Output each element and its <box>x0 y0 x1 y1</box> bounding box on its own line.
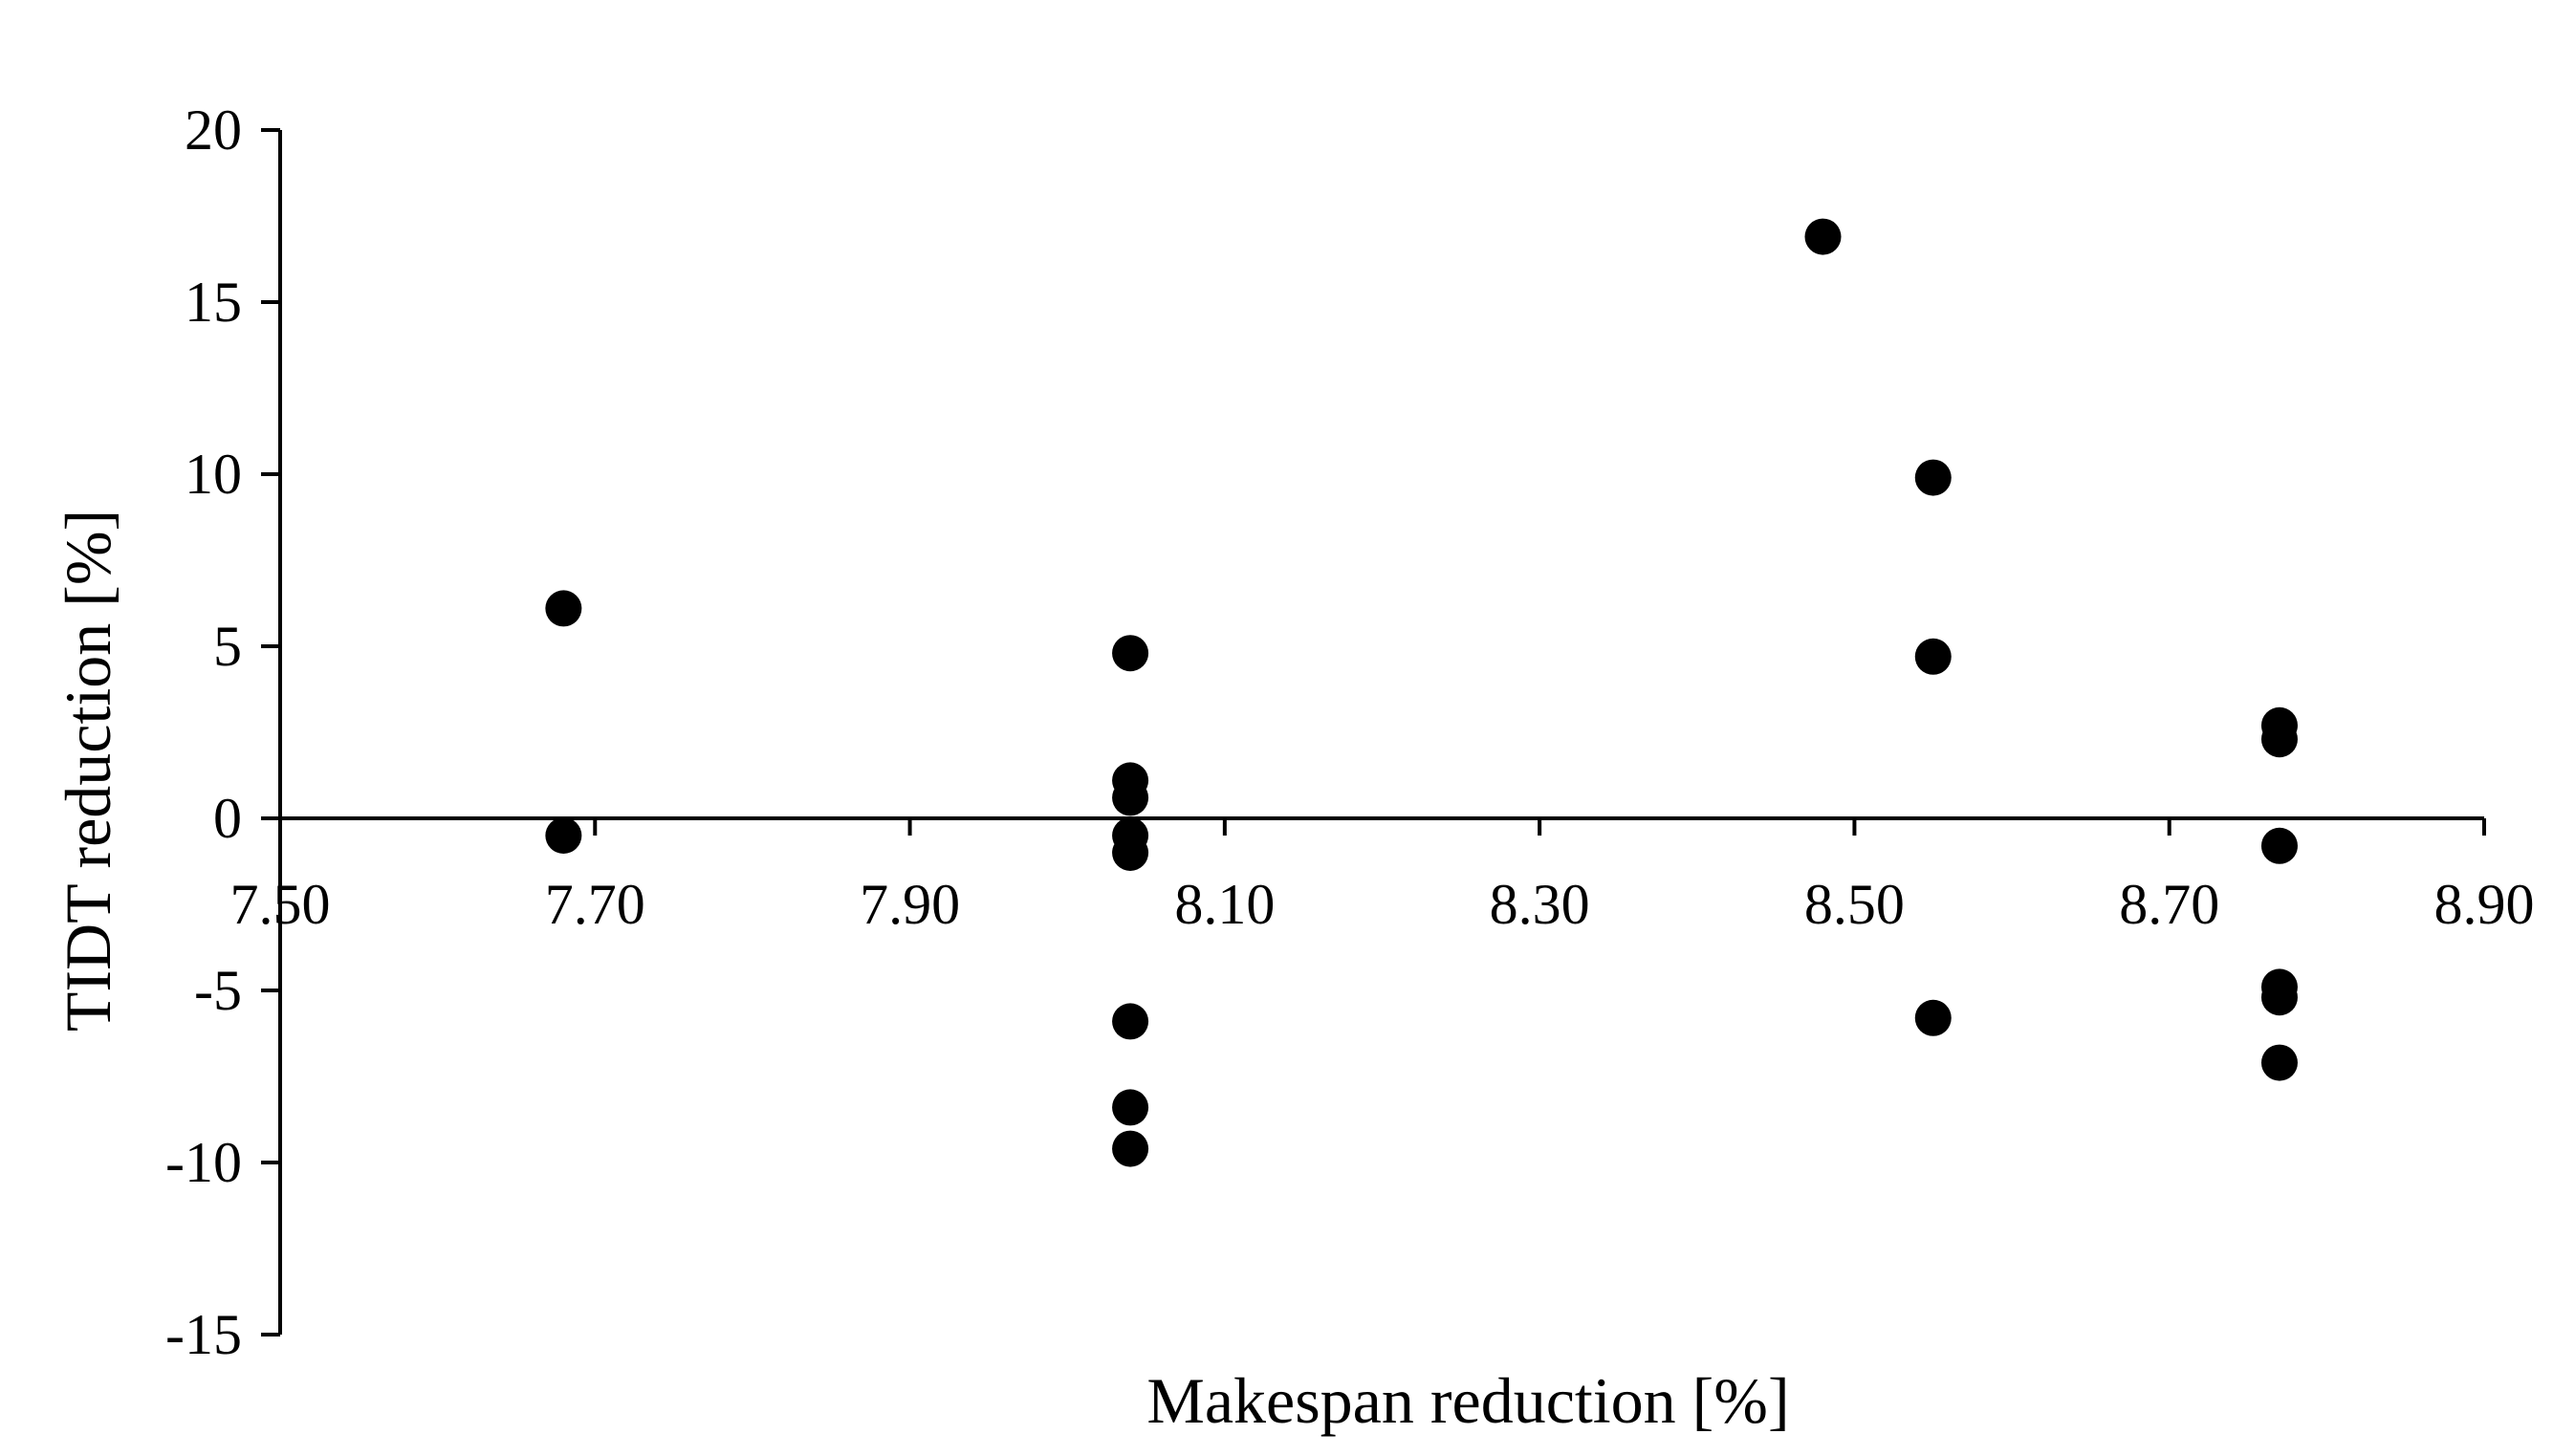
data-point <box>1112 1003 1149 1040</box>
data-point <box>545 590 582 627</box>
data-point <box>1112 1130 1149 1167</box>
x-tick-label: 7.50 <box>230 873 331 936</box>
data-point <box>1914 459 1952 496</box>
x-tick-label: 8.90 <box>2434 873 2535 936</box>
data-point <box>2260 721 2298 758</box>
data-point <box>545 817 582 854</box>
data-point <box>1914 638 1952 675</box>
data-point <box>1112 779 1149 816</box>
tick-labels: 20 15 10 5 0 -5 -10 -15 7.50 7.70 7.90 8.10 8.30 8.50… <box>165 98 2534 1366</box>
x-tick-label: 8.10 <box>1174 873 1275 936</box>
data-point <box>1112 1089 1149 1126</box>
data-point <box>2260 827 2298 864</box>
x-tick-label: 7.70 <box>545 873 645 936</box>
y-tick-label: -15 <box>165 1303 242 1366</box>
data-point <box>1804 218 1842 255</box>
data-point <box>2260 1044 2298 1081</box>
data-point <box>1914 999 1952 1036</box>
x-tick-label: 8.70 <box>2119 873 2219 936</box>
axes <box>261 128 2486 1336</box>
data-point <box>2260 979 2298 1016</box>
x-axis-title: Makespan reduction [%] <box>1146 1364 1789 1437</box>
y-axis-title: TIDT reduction [%] <box>52 510 124 1032</box>
y-tick-label: 15 <box>185 271 242 334</box>
x-tick-label: 8.30 <box>1490 873 1590 936</box>
y-tick-label: -5 <box>194 959 242 1022</box>
data-point <box>1112 835 1149 871</box>
y-tick-label: 0 <box>213 787 242 850</box>
y-tick-label: 10 <box>185 443 242 506</box>
y-tick-label: 20 <box>185 98 242 162</box>
x-tick-label: 8.50 <box>1804 873 1905 936</box>
y-tick-label: 5 <box>213 615 242 678</box>
x-tick-label: 7.90 <box>860 873 960 936</box>
y-tick-label: -10 <box>165 1131 242 1194</box>
data-points <box>545 218 2298 1167</box>
data-point <box>1112 635 1149 672</box>
